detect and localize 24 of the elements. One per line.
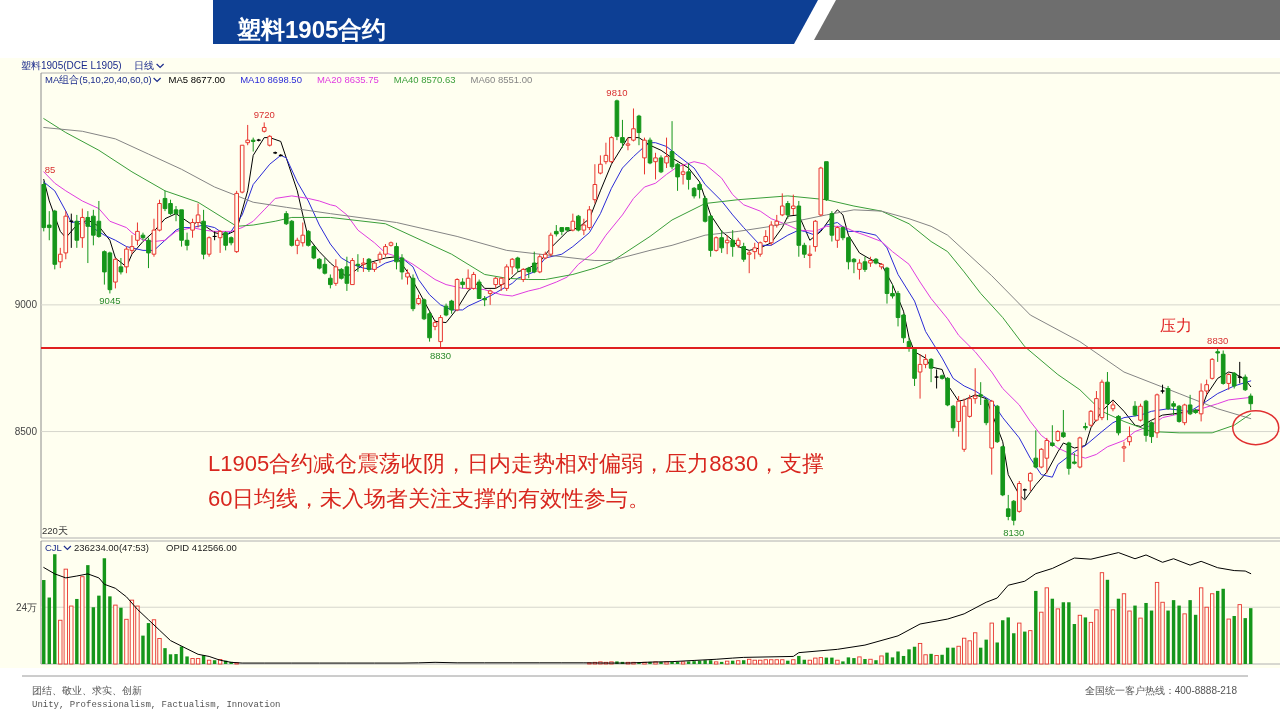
ref-line-label: 压力: [1160, 316, 1192, 334]
chart-subtitle: 塑料1905(DCE L1905): [21, 60, 122, 71]
annotation: 8130: [1003, 527, 1025, 539]
annotation: OPID 412566.00: [166, 542, 237, 553]
annotation: CJL: [45, 542, 62, 553]
text: Unity, Professionalism, Factualism, Innovation: [32, 700, 281, 710]
y-tick-label: 9000: [14, 299, 38, 311]
annotation: 8830: [1207, 334, 1229, 346]
text: 团结、敬业、求实、创新: [32, 685, 142, 696]
annotation: 85: [44, 163, 56, 175]
annotation: 220天: [42, 525, 68, 536]
chart-title: 塑料1905合约: [236, 16, 387, 43]
y-tick-label: 24万: [15, 601, 37, 613]
text: 日线: [133, 60, 154, 71]
annotation: 236234.00(47:53): [74, 542, 150, 553]
legend: MA组合(5,10,20,40,60,0) MA5 8677.00 MA10 8698.50 MA20 8635.75 MA40 8570.63 MA60 8551.00: [45, 74, 533, 85]
annotation: 8830: [430, 349, 452, 361]
legend-title: MA组合(5,10,20,40,60,0): [45, 74, 152, 85]
annotation: 9720: [253, 109, 275, 121]
annotation: 9045: [99, 295, 121, 307]
annotation: L1905合约减仓震荡收阴，日内走势相对偏弱，压力8830，支撑60日均线，未入场者关注支撑的有效性参与。: [208, 451, 825, 511]
y-tick-label: 8500: [14, 426, 38, 438]
annotation: 9810: [606, 86, 628, 98]
text: 全国统一客户热线：400-8888-218: [1084, 685, 1238, 696]
